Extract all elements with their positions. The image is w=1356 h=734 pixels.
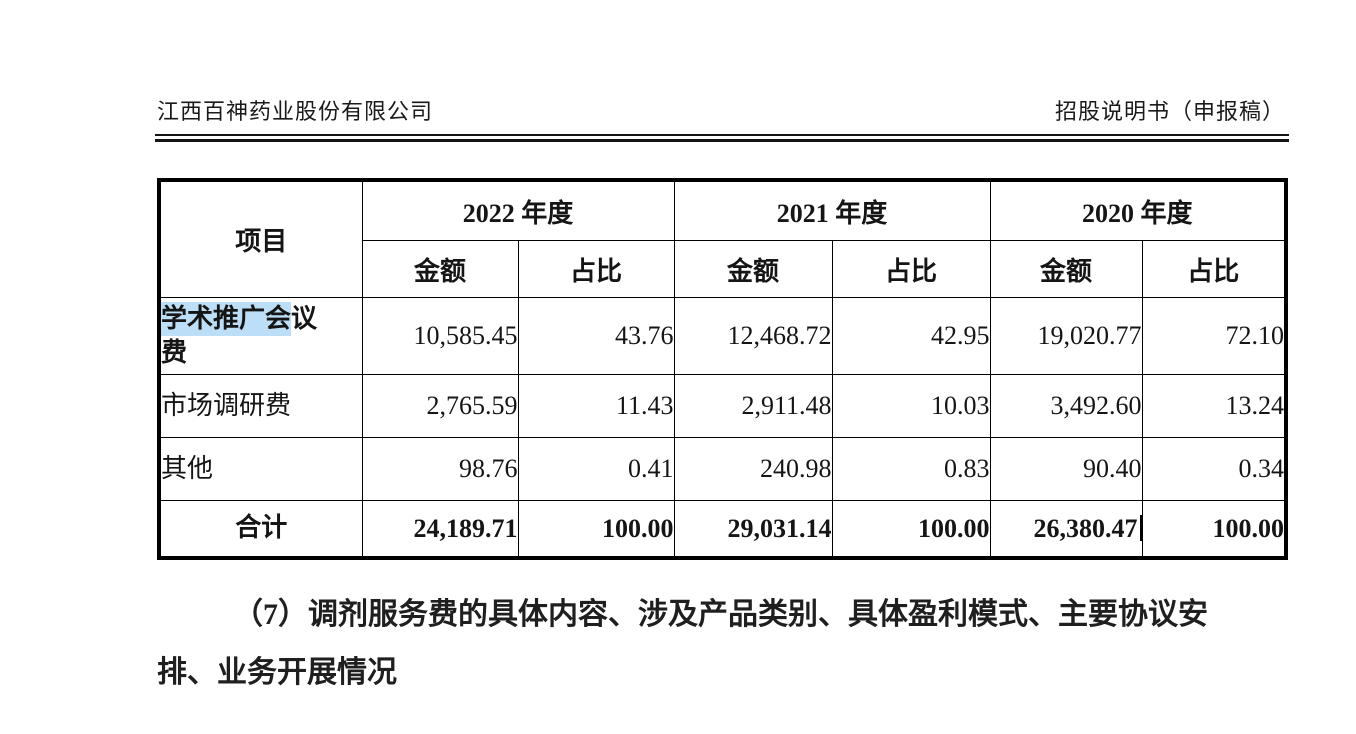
ratio-cell: 0.83 [831, 437, 991, 501]
row-label-cell: 其他 [158, 437, 363, 501]
table-row: 市场调研费 2,765.59 11.43 2,911.48 10.03 3,492.60 1… [158, 374, 1287, 438]
amount-cell: 2,911.48 [673, 374, 833, 438]
header-divider-rule [155, 134, 1289, 142]
amount-cell: 3,492.60 [989, 374, 1143, 438]
ratio-column-header: 占比 [1141, 240, 1287, 298]
ratio-cell: 42.95 [831, 297, 991, 375]
ratio-column-header: 占比 [831, 240, 991, 298]
ratio-cell: 100.00 [831, 500, 991, 559]
ratio-cell: 72.10 [1141, 297, 1287, 375]
amount-cell: 26,380.47 [989, 500, 1143, 559]
year-2022-header: 2022 年度 [361, 179, 675, 241]
amount-cell: 19,020.77 [989, 297, 1143, 375]
amount-column-header: 金额 [361, 240, 519, 298]
amount-cell: 12,468.72 [673, 297, 833, 375]
ratio-cell: 100.00 [1141, 500, 1287, 559]
year-2020-header: 2020 年度 [989, 179, 1287, 241]
table-body: 学术推广会议费 10,585.45 43.76 12,468.72 42.95 19,02… [158, 297, 1287, 559]
table-row: 合计 24,189.71 100.00 29,031.14 100.00 26,380.4… [158, 500, 1287, 559]
ratio-cell: 100.00 [517, 500, 675, 559]
item-column-header: 项目 [158, 179, 363, 298]
amount-column-header: 金额 [673, 240, 833, 298]
row-label-text: 市场调研费 [161, 390, 292, 420]
amount-column-header: 金额 [989, 240, 1143, 298]
amount-cell: 10,585.45 [361, 297, 519, 375]
row-label-text: 其他 [161, 453, 214, 483]
year-2021-header: 2021 年度 [673, 179, 991, 241]
row-label-cell: 合计 [158, 500, 363, 559]
section-heading-line-1: （7）调剂服务费的具体内容、涉及产品类别、具体盈利模式、主要协议安 [233, 598, 1208, 631]
amount-cell: 24,189.71 [361, 500, 519, 559]
amount-cell: 90.40 [989, 437, 1143, 501]
document-header: 江西百神药业股份有限公司 招股说明书（申报稿） [157, 94, 1285, 126]
row-label-text: 合计 [235, 513, 288, 543]
amount-cell: 2,765.59 [361, 374, 519, 438]
table-header-year-row: 项目 2022 年度 2021 年度 2020 年度 [158, 179, 1287, 298]
row-label-text: 议 [291, 303, 318, 333]
ratio-cell: 11.43 [517, 374, 675, 438]
expense-table-container: 项目 2022 年度 2021 年度 2020 年度 金额 占比 金额 占比 金… [157, 178, 1289, 560]
amount-cell: 29,031.14 [673, 500, 833, 559]
ratio-column-header: 占比 [517, 240, 675, 298]
text-cursor [1139, 514, 1142, 541]
section-heading-line-2: 排、业务开展情况 [157, 656, 397, 689]
document-title: 招股说明书（申报稿） [1054, 99, 1285, 124]
row-label-text: 费 [161, 338, 188, 367]
section-heading: （7）调剂服务费的具体内容、涉及产品类别、具体盈利模式、主要协议安 排、业务开展… [157, 586, 1297, 702]
highlighted-text: 学术推广会 [161, 301, 292, 336]
company-name: 江西百神药业股份有限公司 [157, 99, 434, 124]
table-row: 学术推广会议费 10,585.45 43.76 12,468.72 42.95 19,02… [158, 297, 1287, 375]
ratio-cell: 0.41 [517, 437, 675, 501]
table-header: 项目 2022 年度 2021 年度 2020 年度 金额 占比 金额 占比 金… [158, 179, 1287, 298]
amount-cell: 98.76 [361, 437, 519, 501]
row-label-cell: 学术推广会议费 [158, 297, 363, 375]
ratio-cell: 43.76 [517, 297, 675, 375]
ratio-cell: 0.34 [1141, 437, 1287, 501]
table-row: 其他 98.76 0.41 240.98 0.83 90.40 0.34 [158, 437, 1287, 501]
amount-cell: 240.98 [673, 437, 833, 501]
row-label-cell: 市场调研费 [158, 374, 363, 438]
ratio-cell: 10.03 [831, 374, 991, 438]
expense-table: 项目 2022 年度 2021 年度 2020 年度 金额 占比 金额 占比 金… [157, 178, 1289, 560]
ratio-cell: 13.24 [1141, 374, 1287, 438]
